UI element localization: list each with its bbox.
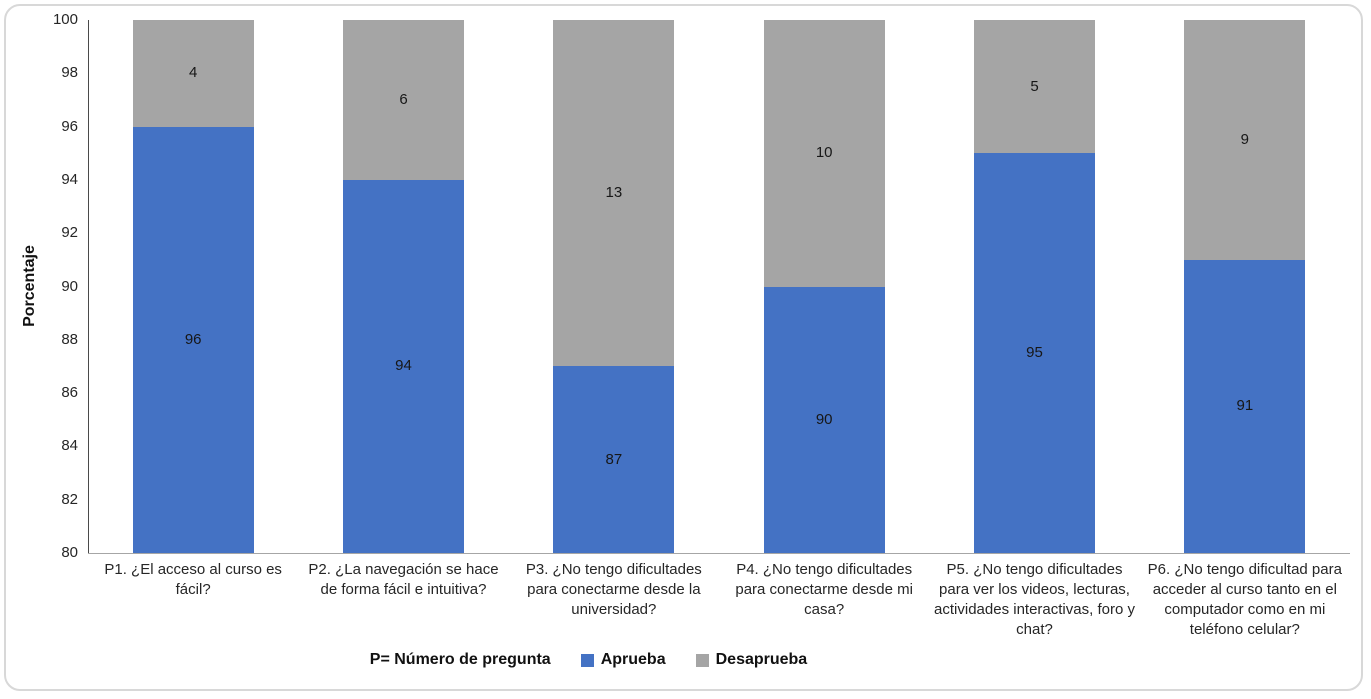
bar-value-label-desaprueba-p4: 10 [815,144,833,162]
legend-swatch-desaprueba [695,653,709,667]
bar-segment-desaprueba-p1 [132,20,254,127]
bar-value-label-aprueba-p5: 95 [1026,344,1043,362]
bar-segment-aprueba-p3 [553,366,675,553]
bar-value-label-aprueba-p3: 87 [605,450,623,468]
legend-item-aprueba: Aprueba [580,651,666,669]
bar-segment-aprueba-p2 [343,179,464,553]
bar-segment-desaprueba-p4 [763,20,885,287]
legend-swatch-aprueba [580,653,594,667]
y-tick-label: 92 [61,224,78,242]
y-tick-label: 88 [61,330,78,348]
legend: P= Número de pregunta Aprueba Desaprueba [0,651,1274,669]
bar-segment-desaprueba-p2 [343,20,464,180]
bar-segment-aprueba-p5 [974,153,1095,553]
bar-value-label-aprueba-p2: 94 [395,357,412,375]
bar-value-label-desaprueba-p5: 5 [1030,77,1039,95]
bar-segment-desaprueba-p5 [974,20,1095,154]
bar-value-label-desaprueba-p2: 6 [399,90,408,108]
bar-value-label-aprueba-p4: 90 [815,410,833,428]
legend-item-desaprueba: Desaprueba [695,651,808,669]
y-tick-label: 94 [61,170,78,188]
x-axis-line [88,553,1350,554]
bar-value-label-aprueba-p1: 96 [184,330,202,348]
y-tick-label: 96 [61,117,78,135]
bar-value-label-aprueba-p6: 91 [1236,397,1254,415]
y-tick-label: 84 [61,437,78,455]
legend-note: P= Número de pregunta [369,651,551,668]
y-tick-label: 98 [61,64,78,82]
bar-value-label-desaprueba-p3: 13 [605,184,623,202]
y-tick-label: 86 [61,384,78,402]
bar-segment-aprueba-p4 [763,286,885,553]
y-axis-line [88,20,89,553]
bar-segment-aprueba-p1 [132,126,254,553]
x-category-label-p6: P6. ¿No tengo dificultad para acceder al… [1147,561,1342,638]
bar-segment-aprueba-p6 [1184,259,1306,553]
bar-segment-desaprueba-p6 [1184,20,1306,260]
y-tick-label: 90 [61,277,78,295]
y-tick-label: 80 [61,544,78,561]
x-category-label-p4: P4. ¿No tengo dificultades para conectar… [735,561,913,618]
bar-segment-desaprueba-p3 [553,20,675,367]
x-category-label-p2: P2. ¿La navegación se hace de forma fáci… [308,561,499,598]
y-tick-label: 82 [61,490,78,508]
bar-value-label-desaprueba-p6: 9 [1240,130,1249,148]
y-tick-label: 100 [52,11,78,28]
x-category-label-p3: P3. ¿No tengo dificultades para conectar… [525,561,702,618]
x-category-label-p1: P1. ¿El acceso al curso es fácil? [104,561,282,598]
bar-value-label-desaprueba-p1: 4 [188,64,198,82]
x-category-label-p5: P5. ¿No tengo dificultades para ver los … [934,561,1135,638]
legend-label-aprueba: Aprueba [600,651,666,668]
legend-label-desaprueba: Desaprueba [715,651,808,668]
